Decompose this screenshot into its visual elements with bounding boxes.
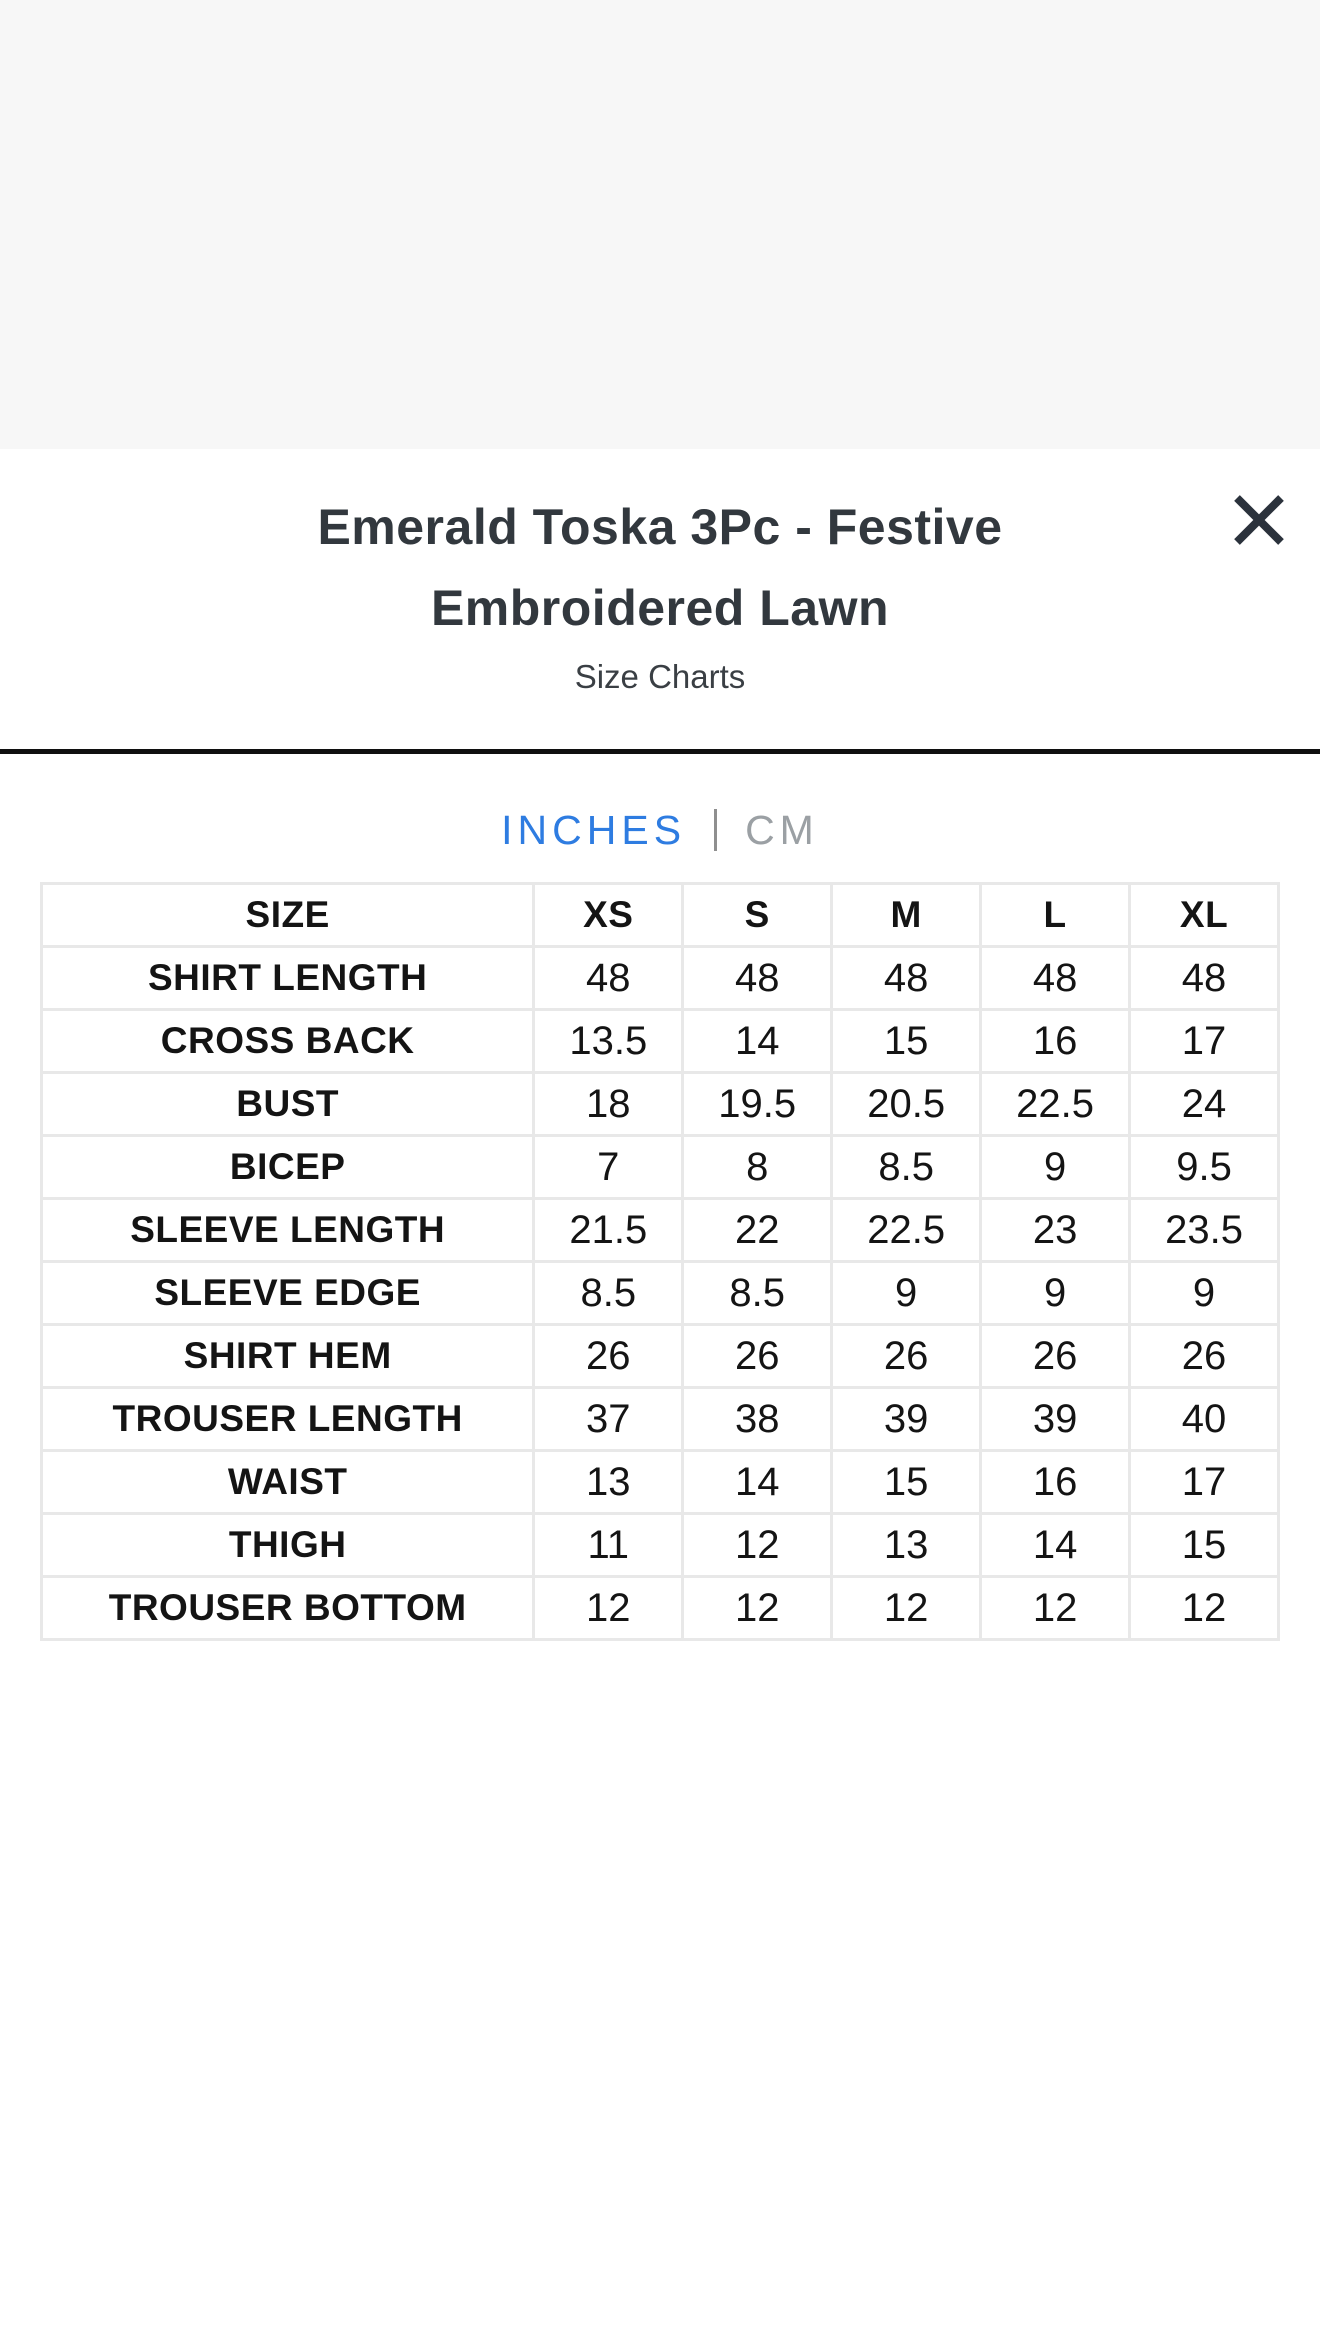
size-table-body: SHIRT LENGTH 48 48 48 48 48 CROSS BACK 13.5 14 15… bbox=[39, 945, 1280, 1641]
value-cell: 39 bbox=[830, 1386, 983, 1452]
table-row: TROUSER LENGTH 37 38 39 39 40 bbox=[39, 1386, 1280, 1452]
value-cell: 12 bbox=[681, 1512, 834, 1578]
value-cell: 26 bbox=[979, 1323, 1132, 1389]
value-cell: 9 bbox=[1128, 1260, 1280, 1326]
value-cell: 17 bbox=[1128, 1449, 1280, 1515]
table-row: BICEP 7 8 8.5 9 9.5 bbox=[39, 1134, 1280, 1200]
value-cell: 12 bbox=[681, 1575, 834, 1641]
header-cell: XS bbox=[532, 882, 685, 948]
value-cell: 7 bbox=[532, 1134, 685, 1200]
value-cell: 48 bbox=[979, 945, 1132, 1011]
value-cell: 13 bbox=[532, 1449, 685, 1515]
value-cell: 12 bbox=[1128, 1575, 1280, 1641]
header-cell: S bbox=[681, 882, 834, 948]
modal-title: Emerald Toska 3Pc - Festive Embroidered … bbox=[317, 499, 1003, 636]
value-cell: 26 bbox=[681, 1323, 834, 1389]
value-cell: 11 bbox=[532, 1512, 685, 1578]
value-cell: 9 bbox=[830, 1260, 983, 1326]
tab-separator bbox=[714, 809, 718, 851]
modal-subtitle: Size Charts bbox=[574, 658, 746, 695]
table-row: TROUSER BOTTOM 12 12 12 12 12 bbox=[39, 1575, 1280, 1641]
tab-inches[interactable]: INCHES bbox=[501, 807, 687, 853]
value-cell: 39 bbox=[979, 1386, 1132, 1452]
table-row: SHIRT LENGTH 48 48 48 48 48 bbox=[39, 945, 1280, 1011]
value-cell: 22.5 bbox=[979, 1071, 1132, 1137]
table-header-row: SIZE XS S M L XL bbox=[39, 882, 1280, 948]
value-cell: 48 bbox=[532, 945, 685, 1011]
value-cell: 48 bbox=[1128, 945, 1280, 1011]
table-row: THIGH 11 12 13 14 15 bbox=[39, 1512, 1280, 1578]
header-cell: SIZE bbox=[39, 882, 536, 948]
size-chart-modal: Emerald Toska 3Pc - Festive Embroidered … bbox=[0, 449, 1320, 2346]
dimmed-page-backdrop bbox=[0, 0, 1320, 449]
row-label-cell: SLEEVE EDGE bbox=[39, 1260, 536, 1326]
tab-cm[interactable]: CM bbox=[745, 807, 819, 853]
value-cell: 20.5 bbox=[830, 1071, 983, 1137]
row-label-cell: THIGH bbox=[39, 1512, 536, 1578]
value-cell: 16 bbox=[979, 1449, 1132, 1515]
value-cell: 12 bbox=[830, 1575, 983, 1641]
table-row: SHIRT HEM 26 26 26 26 26 bbox=[39, 1323, 1280, 1389]
value-cell: 15 bbox=[830, 1008, 983, 1074]
value-cell: 9 bbox=[979, 1260, 1132, 1326]
row-label-cell: WAIST bbox=[39, 1449, 536, 1515]
value-cell: 26 bbox=[532, 1323, 685, 1389]
value-cell: 9.5 bbox=[1128, 1134, 1280, 1200]
header-cell: XL bbox=[1128, 882, 1280, 948]
size-table: SIZE XS S M L XL SHIRT LENGTH 48 48 48 48 48 CROSS … bbox=[39, 882, 1280, 1641]
unit-tabs: INCHES CM bbox=[0, 806, 1320, 854]
row-label-cell: SHIRT HEM bbox=[39, 1323, 536, 1389]
value-cell: 23 bbox=[979, 1197, 1132, 1263]
value-cell: 16 bbox=[979, 1008, 1132, 1074]
value-cell: 23.5 bbox=[1128, 1197, 1280, 1263]
table-row: CROSS BACK 13.5 14 15 16 17 bbox=[39, 1008, 1280, 1074]
row-label-cell: BICEP bbox=[39, 1134, 536, 1200]
value-cell: 48 bbox=[830, 945, 983, 1011]
header-cell: M bbox=[830, 882, 983, 948]
close-icon bbox=[1234, 495, 1284, 545]
table-row: SLEEVE LENGTH 21.5 22 22.5 23 23.5 bbox=[39, 1197, 1280, 1263]
value-cell: 48 bbox=[681, 945, 834, 1011]
value-cell: 37 bbox=[532, 1386, 685, 1452]
value-cell: 8.5 bbox=[830, 1134, 983, 1200]
value-cell: 12 bbox=[979, 1575, 1132, 1641]
header-cell: L bbox=[979, 882, 1132, 948]
header-divider bbox=[0, 749, 1320, 754]
value-cell: 8.5 bbox=[532, 1260, 685, 1326]
table-row: BUST 18 19.5 20.5 22.5 24 bbox=[39, 1071, 1280, 1137]
value-cell: 26 bbox=[1128, 1323, 1280, 1389]
value-cell: 15 bbox=[1128, 1512, 1280, 1578]
value-cell: 40 bbox=[1128, 1386, 1280, 1452]
value-cell: 14 bbox=[979, 1512, 1132, 1578]
value-cell: 14 bbox=[681, 1008, 834, 1074]
value-cell: 21.5 bbox=[532, 1197, 685, 1263]
value-cell: 22 bbox=[681, 1197, 834, 1263]
row-label-cell: SLEEVE LENGTH bbox=[39, 1197, 536, 1263]
row-label-cell: TROUSER LENGTH bbox=[39, 1386, 536, 1452]
value-cell: 38 bbox=[681, 1386, 834, 1452]
close-button[interactable] bbox=[1228, 489, 1290, 551]
value-cell: 13 bbox=[830, 1512, 983, 1578]
value-cell: 26 bbox=[830, 1323, 983, 1389]
value-cell: 24 bbox=[1128, 1071, 1280, 1137]
value-cell: 14 bbox=[681, 1449, 834, 1515]
value-cell: 17 bbox=[1128, 1008, 1280, 1074]
row-label-cell: TROUSER BOTTOM bbox=[39, 1575, 536, 1641]
value-cell: 8 bbox=[681, 1134, 834, 1200]
value-cell: 15 bbox=[830, 1449, 983, 1515]
size-table-head: SIZE XS S M L XL bbox=[39, 882, 1280, 948]
value-cell: 18 bbox=[532, 1071, 685, 1137]
value-cell: 8.5 bbox=[681, 1260, 834, 1326]
row-label-cell: SHIRT LENGTH bbox=[39, 945, 536, 1011]
value-cell: 13.5 bbox=[532, 1008, 685, 1074]
row-label-cell: CROSS BACK bbox=[39, 1008, 536, 1074]
value-cell: 22.5 bbox=[830, 1197, 983, 1263]
value-cell: 9 bbox=[979, 1134, 1132, 1200]
row-label-cell: BUST bbox=[39, 1071, 536, 1137]
table-row: WAIST 13 14 15 16 17 bbox=[39, 1449, 1280, 1515]
value-cell: 12 bbox=[532, 1575, 685, 1641]
value-cell: 19.5 bbox=[681, 1071, 834, 1137]
table-row: SLEEVE EDGE 8.5 8.5 9 9 9 bbox=[39, 1260, 1280, 1326]
